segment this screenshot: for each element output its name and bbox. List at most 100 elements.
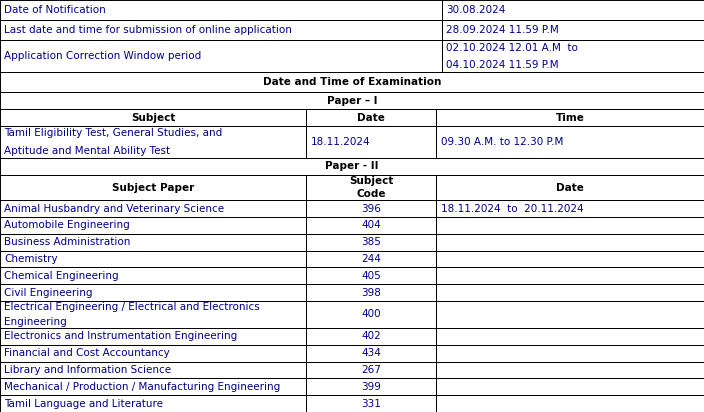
Text: 396: 396 — [361, 204, 382, 213]
Bar — [436, 250, 704, 267]
Bar — [0, 200, 306, 217]
Text: Application Correction Window period: Application Correction Window period — [4, 52, 201, 61]
Bar — [0, 345, 306, 362]
Bar — [0, 217, 306, 234]
Text: Civil Engineering: Civil Engineering — [4, 288, 93, 297]
Bar — [306, 362, 436, 378]
Bar — [0, 109, 306, 126]
Text: Date: Date — [556, 183, 584, 192]
Bar — [436, 284, 704, 301]
Bar — [436, 267, 704, 284]
Bar — [0, 250, 306, 267]
Bar — [0, 362, 306, 378]
Text: Tamil Eligibility Test, General Studies, and: Tamil Eligibility Test, General Studies,… — [4, 129, 222, 138]
Text: 09.30 A.M. to 12.30 P.M: 09.30 A.M. to 12.30 P.M — [441, 137, 563, 147]
Text: Engineering: Engineering — [4, 317, 67, 327]
Bar — [0, 301, 306, 328]
Text: Date and Time of Examination: Date and Time of Examination — [263, 77, 441, 87]
Text: Electronics and Instrumentation Engineering: Electronics and Instrumentation Engineer… — [4, 331, 237, 341]
Bar — [0, 158, 704, 175]
Bar — [436, 362, 704, 378]
Bar — [442, 0, 704, 20]
Bar — [436, 109, 704, 126]
Bar — [306, 126, 436, 158]
Text: Mechanical / Production / Manufacturing Engineering: Mechanical / Production / Manufacturing … — [4, 382, 280, 392]
Bar — [0, 20, 442, 40]
Text: Aptitude and Mental Ability Test: Aptitude and Mental Ability Test — [4, 146, 170, 156]
Text: 18.11.2024: 18.11.2024 — [310, 137, 370, 147]
Bar — [442, 20, 704, 40]
Text: 267: 267 — [361, 365, 382, 375]
Bar — [306, 267, 436, 284]
Text: Automobile Engineering: Automobile Engineering — [4, 220, 130, 230]
Text: 399: 399 — [361, 382, 382, 392]
Bar — [436, 378, 704, 395]
Text: 18.11.2024  to  20.11.2024: 18.11.2024 to 20.11.2024 — [441, 204, 584, 213]
Text: 404: 404 — [361, 220, 382, 230]
Text: 331: 331 — [361, 398, 382, 409]
Bar — [306, 109, 436, 126]
Bar — [306, 217, 436, 234]
Bar — [306, 284, 436, 301]
Text: Date: Date — [358, 113, 385, 123]
Text: Subject: Subject — [131, 113, 175, 123]
Text: 30.08.2024: 30.08.2024 — [446, 5, 505, 15]
Bar — [0, 40, 442, 73]
Bar — [0, 234, 306, 250]
Bar — [436, 395, 704, 412]
Bar — [0, 126, 306, 158]
Text: Subject: Subject — [349, 176, 394, 186]
Bar — [0, 267, 306, 284]
Text: 244: 244 — [361, 254, 382, 264]
Bar — [0, 328, 306, 345]
Bar — [436, 175, 704, 200]
Bar — [436, 345, 704, 362]
Bar — [0, 378, 306, 395]
Bar — [436, 200, 704, 217]
Text: Paper – I: Paper – I — [327, 96, 377, 106]
Text: Subject Paper: Subject Paper — [112, 183, 194, 192]
Bar — [436, 234, 704, 250]
Bar — [0, 284, 306, 301]
Text: Library and Information Science: Library and Information Science — [4, 365, 171, 375]
Bar — [306, 395, 436, 412]
Text: Paper - II: Paper - II — [325, 162, 379, 171]
Text: 402: 402 — [361, 331, 382, 341]
Bar — [0, 0, 442, 20]
Text: 02.10.2024 12.01 A.M  to: 02.10.2024 12.01 A.M to — [446, 43, 578, 53]
Text: Tamil Language and Literature: Tamil Language and Literature — [4, 398, 163, 409]
Text: 434: 434 — [361, 348, 382, 358]
Bar — [306, 250, 436, 267]
Text: Electrical Engineering / Electrical and Electronics: Electrical Engineering / Electrical and … — [4, 302, 260, 312]
Text: 405: 405 — [361, 271, 382, 281]
Bar — [306, 328, 436, 345]
Text: Date of Notification: Date of Notification — [4, 5, 106, 15]
Text: Financial and Cost Accountancy: Financial and Cost Accountancy — [4, 348, 170, 358]
Bar — [306, 301, 436, 328]
Text: Time: Time — [555, 113, 585, 123]
Bar — [306, 234, 436, 250]
Text: Code: Code — [357, 189, 386, 199]
Text: Last date and time for submission of online application: Last date and time for submission of onl… — [4, 25, 292, 35]
Bar — [436, 217, 704, 234]
Bar — [436, 126, 704, 158]
Bar — [436, 301, 704, 328]
Text: Business Administration: Business Administration — [4, 237, 131, 247]
Text: Chemistry: Chemistry — [4, 254, 58, 264]
Bar — [436, 328, 704, 345]
Bar — [0, 175, 306, 200]
Text: 385: 385 — [361, 237, 382, 247]
Text: 398: 398 — [361, 288, 382, 297]
Bar — [306, 200, 436, 217]
Text: 28.09.2024 11.59 P.M: 28.09.2024 11.59 P.M — [446, 25, 559, 35]
Text: Chemical Engineering: Chemical Engineering — [4, 271, 119, 281]
Text: 400: 400 — [362, 309, 381, 319]
Bar — [306, 378, 436, 395]
Text: Animal Husbandry and Veterinary Science: Animal Husbandry and Veterinary Science — [4, 204, 225, 213]
Bar — [306, 345, 436, 362]
Bar — [306, 175, 436, 200]
Text: 04.10.2024 11.59 P.M: 04.10.2024 11.59 P.M — [446, 60, 559, 70]
Bar — [0, 395, 306, 412]
Bar — [442, 40, 704, 73]
Bar — [0, 92, 704, 109]
